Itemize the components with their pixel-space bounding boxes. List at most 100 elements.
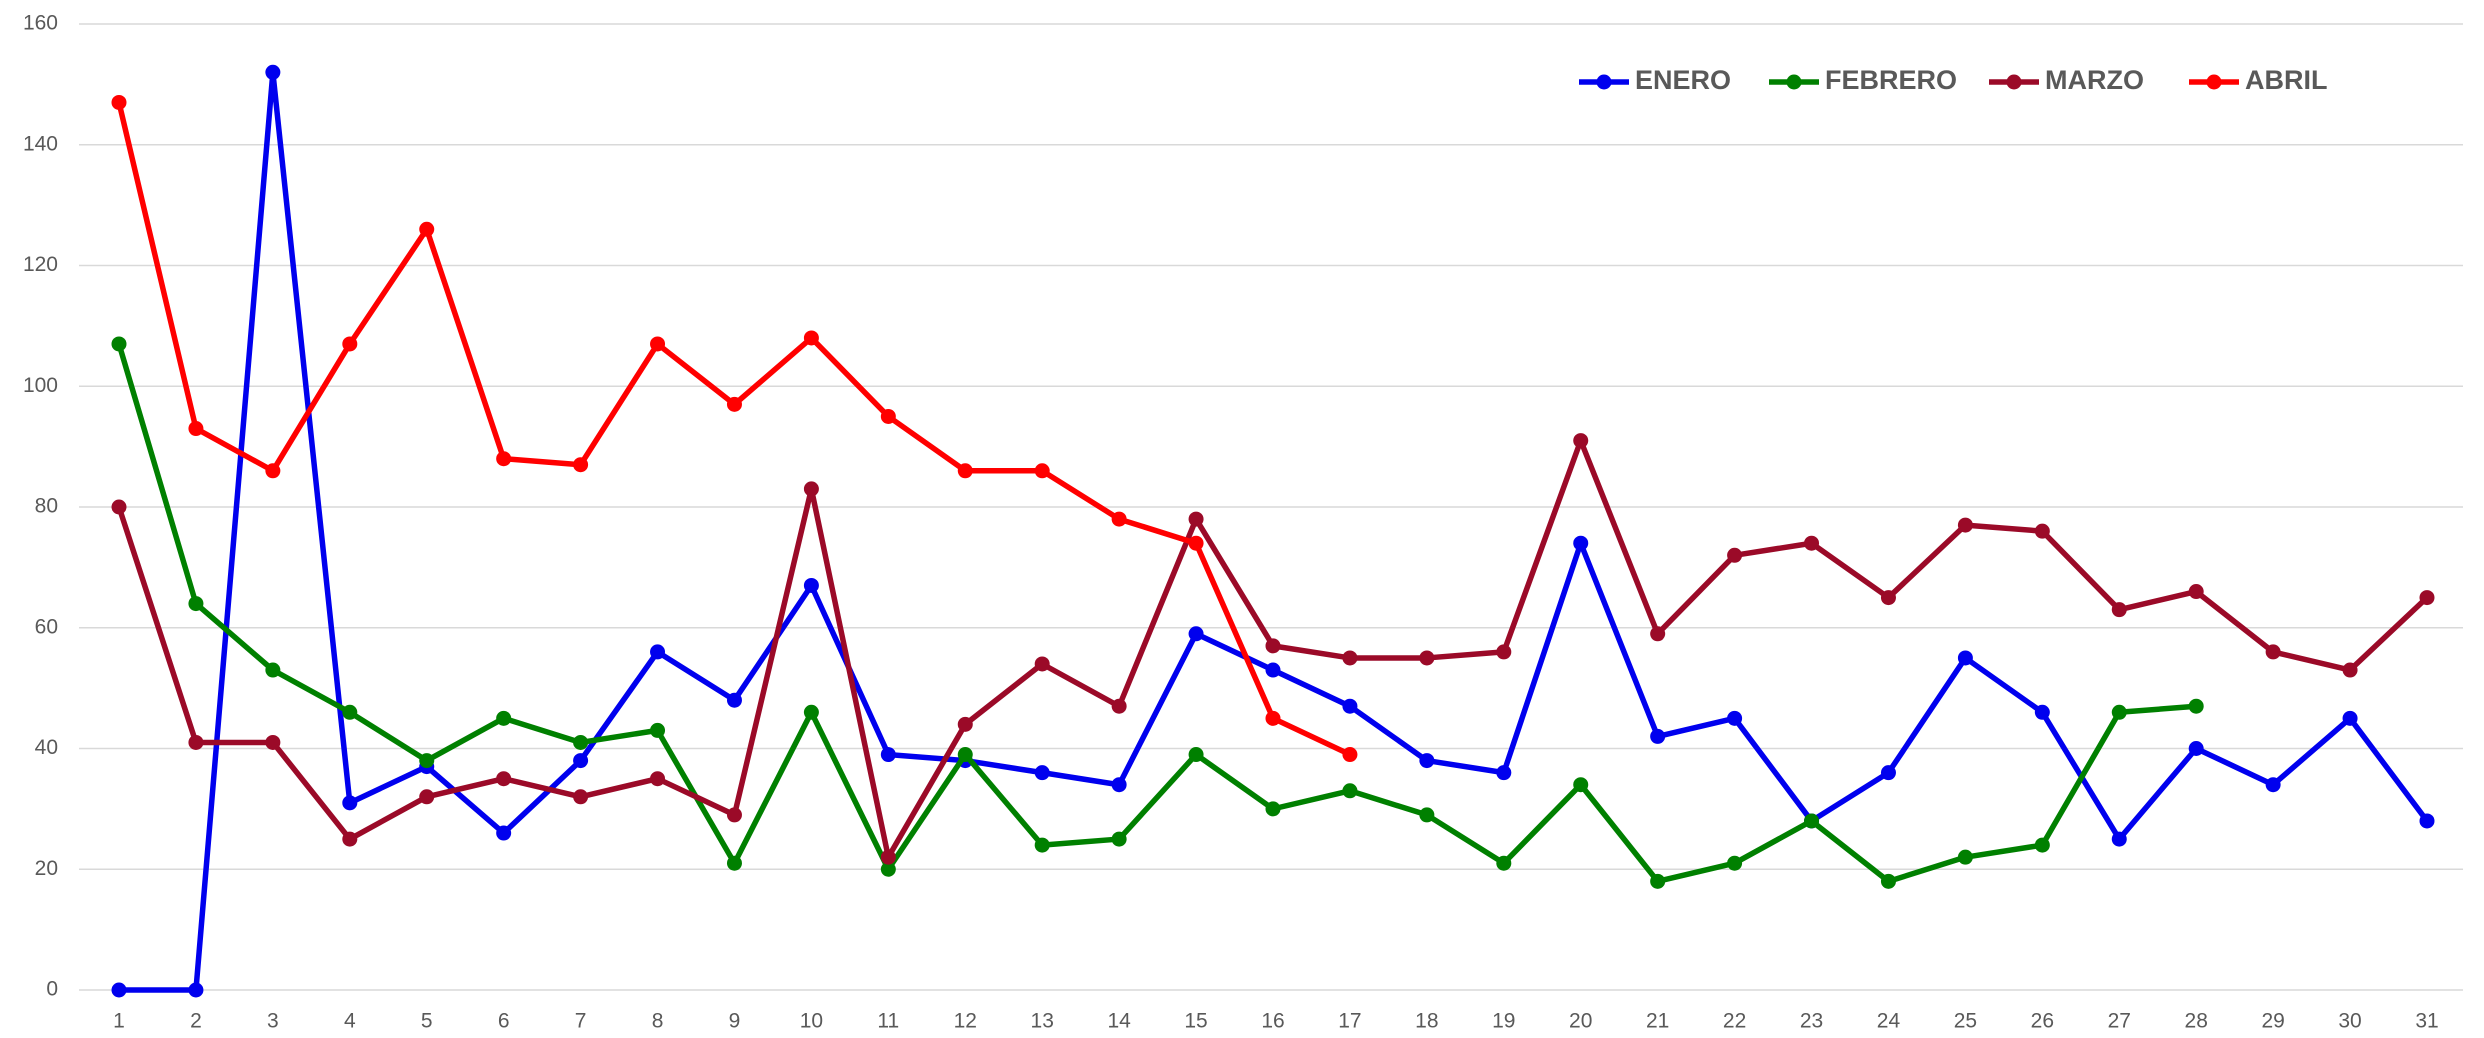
point (2034, 704, 2050, 720)
point (1650, 873, 1666, 889)
point (1034, 656, 1050, 672)
legend-marker (1596, 74, 1612, 90)
point (1188, 511, 1204, 527)
point (2111, 831, 2127, 847)
point (419, 789, 435, 805)
point (1034, 463, 1050, 479)
point (342, 831, 358, 847)
point (880, 408, 896, 424)
point (188, 982, 204, 998)
point (726, 692, 742, 708)
legend-label: ABRIL (2245, 65, 2328, 95)
x-tick-label: 16 (1261, 1010, 1284, 1033)
legend-label: FEBRERO (1825, 65, 1957, 95)
point (803, 481, 819, 497)
point (1188, 626, 1204, 642)
y-tick-label: 0 (46, 978, 58, 1001)
point (1650, 728, 1666, 744)
point (726, 855, 742, 871)
point (880, 849, 896, 865)
point (2188, 584, 2204, 600)
point (1880, 590, 1896, 606)
point (2188, 741, 2204, 756)
point (1265, 662, 1281, 678)
x-tick-label: 30 (2338, 1010, 2361, 1033)
legend-label: ENERO (1635, 65, 1731, 95)
x-tick-label: 15 (1184, 1010, 1207, 1033)
point (1573, 535, 1589, 551)
point (1419, 753, 1435, 769)
point (650, 644, 666, 660)
point (419, 753, 435, 769)
x-tick-label: 31 (2415, 1010, 2438, 1033)
series-line (119, 69, 2430, 993)
point (111, 982, 127, 998)
point (1957, 650, 1973, 666)
point (265, 463, 281, 479)
point (1573, 777, 1589, 793)
point (803, 330, 819, 346)
point (1188, 747, 1204, 763)
series-line (116, 343, 2197, 885)
point (1727, 855, 1743, 871)
point (265, 734, 281, 750)
x-tick-label: 9 (729, 1010, 741, 1033)
point (1342, 698, 1358, 714)
point (803, 704, 819, 720)
point (2419, 813, 2435, 829)
x-tick-label: 8 (652, 1010, 664, 1033)
x-tick-label: 4 (344, 1010, 356, 1033)
point (1496, 765, 1512, 781)
point (1034, 837, 1050, 853)
point (111, 94, 127, 110)
point (1419, 807, 1435, 823)
x-tick-label: 12 (954, 1010, 977, 1033)
point (265, 64, 281, 80)
point (265, 662, 281, 678)
point (1727, 710, 1743, 726)
y-tick-label: 80 (35, 495, 58, 518)
x-tick-label: 25 (1954, 1010, 1977, 1033)
point (496, 451, 512, 467)
point (496, 710, 512, 726)
point (1342, 783, 1358, 799)
point (1880, 873, 1896, 889)
point (1111, 831, 1127, 847)
point (496, 825, 512, 841)
legend-marker (2006, 74, 2022, 90)
point (1727, 547, 1743, 563)
x-tick-label: 18 (1415, 1010, 1438, 1033)
x-tick-label: 11 (877, 1010, 899, 1033)
point (650, 336, 666, 352)
point (2034, 837, 2050, 853)
point (1496, 855, 1512, 871)
x-tick-label: 13 (1031, 1010, 1054, 1033)
x-tick-label: 20 (1569, 1010, 1592, 1033)
point (650, 771, 666, 787)
point (2111, 704, 2127, 720)
point (803, 577, 819, 593)
point (1111, 511, 1127, 527)
point (1111, 777, 1127, 793)
x-tick-label: 26 (2031, 1010, 2054, 1033)
point (573, 457, 589, 473)
point (1034, 765, 1050, 781)
point (2342, 662, 2358, 678)
point (2034, 523, 2050, 539)
point (880, 861, 896, 877)
y-tick-label: 100 (23, 374, 58, 397)
y-tick-label: 60 (35, 615, 58, 638)
x-tick-label: 6 (498, 1010, 510, 1033)
point (496, 771, 512, 787)
point (1880, 765, 1896, 781)
point (573, 734, 589, 750)
y-tick-label: 140 (23, 132, 58, 155)
x-tick-label: 27 (2108, 1010, 2131, 1033)
point (726, 396, 742, 412)
legend-label: MARZO (2045, 65, 2144, 95)
y-tick-label: 120 (23, 253, 58, 276)
x-tick-label: 21 (1646, 1010, 1669, 1033)
point (2265, 777, 2281, 793)
point (342, 336, 358, 352)
